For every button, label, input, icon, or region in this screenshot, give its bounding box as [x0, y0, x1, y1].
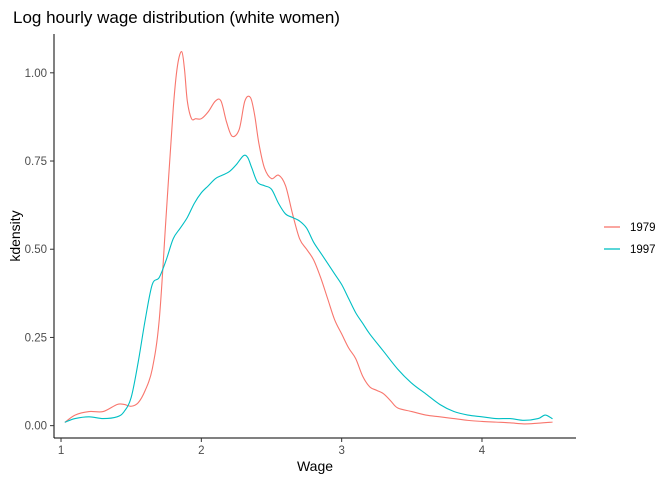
- y-axis-title: kdensity: [7, 210, 23, 261]
- legend-label-1979: 1979: [630, 222, 656, 234]
- y-tick-label: 1.00: [25, 68, 47, 80]
- axes: [53, 34, 576, 439]
- x-tick-label: 4: [479, 445, 486, 457]
- y-tick-label: 0.25: [25, 332, 47, 344]
- series-line-1997: [64, 154, 553, 423]
- plot-area: [64, 51, 553, 425]
- legend-label-1997: 1997: [630, 244, 656, 256]
- y-tick-label: 0.75: [25, 156, 47, 168]
- legend: 1979 1997: [604, 222, 656, 256]
- x-axis-title: Wage: [297, 458, 333, 474]
- series-line-1979: [64, 51, 553, 425]
- x-tick-label: 2: [198, 445, 204, 457]
- x-tick-label: 1: [58, 445, 64, 457]
- y-tick-label: 0.00: [25, 421, 47, 433]
- y-tick-label: 0.50: [25, 244, 47, 256]
- chart-title: Log hourly wage distribution (white wome…: [13, 8, 340, 27]
- axis-ticks: 1 2 3 4 0.00 0.25 0.50 0.75 1.00: [25, 68, 486, 457]
- x-tick-label: 3: [338, 445, 344, 457]
